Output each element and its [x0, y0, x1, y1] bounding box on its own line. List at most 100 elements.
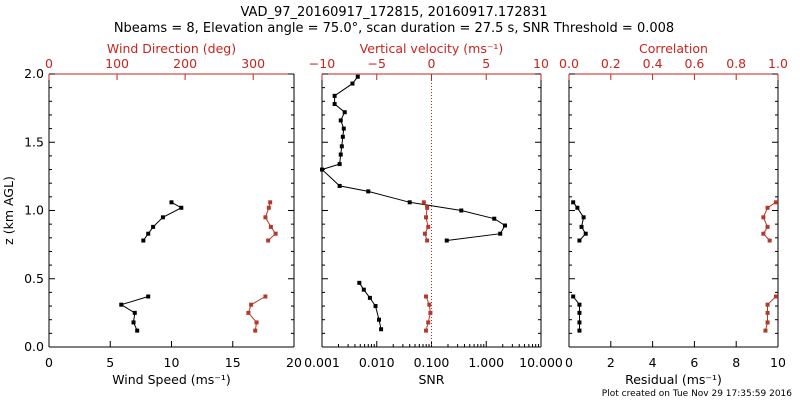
- panel-3: 0 2 4 6 8 10 Residual (ms⁻¹) 0.0 0.2 0.4 0.6 0.8 1.0…: [559, 41, 788, 387]
- wind-direction-point: [246, 310, 251, 315]
- wind-speed-point: [146, 294, 151, 299]
- snr-point: [332, 93, 337, 98]
- snr-point: [361, 287, 366, 292]
- wind-speed-point: [179, 205, 184, 210]
- snr-point: [379, 327, 384, 332]
- top-tick-label: 0.4: [643, 56, 663, 71]
- wind-direction-point: [249, 302, 254, 307]
- top-tick-label: 1.0: [768, 56, 788, 71]
- x-tick-label: 10.000: [519, 355, 563, 370]
- snr-point: [407, 200, 412, 205]
- wind-direction-point: [266, 205, 271, 210]
- snr-point: [444, 238, 449, 243]
- x-axis-label: Wind Speed (ms⁻¹): [112, 372, 231, 387]
- vertical-velocity-point: [424, 328, 429, 333]
- wind-speed-point: [146, 231, 151, 236]
- top-tick-label: −10: [309, 56, 335, 71]
- snr-point: [340, 134, 345, 139]
- residual-point: [571, 200, 576, 205]
- wind-speed-point: [119, 302, 124, 307]
- snr-point: [357, 280, 362, 285]
- wind-direction-point: [253, 328, 258, 333]
- snr-point: [338, 152, 343, 157]
- snr-line: [321, 76, 506, 241]
- x-axis-label: Residual (ms⁻¹): [625, 372, 722, 387]
- residual-point: [577, 238, 582, 243]
- figure-title-line2: Nbeams = 8, Elevation angle = 75.0°, sca…: [114, 21, 674, 36]
- vertical-velocity-point: [426, 320, 431, 325]
- snr-point: [350, 81, 355, 86]
- snr-point: [332, 102, 337, 107]
- residual-point: [575, 205, 580, 210]
- snr-point: [355, 74, 360, 79]
- x-tick-label: 5: [106, 355, 114, 370]
- wind-speed-point: [132, 310, 137, 315]
- wind-direction-point: [263, 215, 268, 220]
- top-axis-label: Correlation: [639, 41, 708, 56]
- top-tick-label: 5: [482, 56, 490, 71]
- correlation-point: [761, 215, 766, 220]
- top-axis-label: Wind Direction (deg): [107, 41, 236, 56]
- snr-point: [373, 304, 378, 309]
- correlation-point: [765, 310, 770, 315]
- top-tick-label: 0.0: [559, 56, 579, 71]
- x-tick-label: 0: [565, 355, 573, 370]
- snr-point: [366, 189, 371, 194]
- vertical-velocity-point: [426, 224, 431, 229]
- top-tick-label: 100: [105, 56, 129, 71]
- x-tick-label: 15: [225, 355, 241, 370]
- snr-point: [337, 183, 342, 188]
- vertical-velocity-point: [422, 231, 427, 236]
- plot-created-footer: Plot created on Tue Nov 29 17:35:59 2016: [602, 389, 792, 399]
- wind-speed-point: [160, 215, 165, 220]
- y-tick-label: 0.0: [24, 339, 44, 354]
- x-tick-label: 10: [164, 355, 180, 370]
- wind-direction-point: [273, 231, 278, 236]
- wind-direction-point: [268, 200, 273, 205]
- wind-direction-point: [268, 224, 273, 229]
- snr-point: [339, 144, 344, 149]
- y-tick-label: 1.0: [24, 203, 44, 218]
- panel-2: 0.001 0.010 0.100 1.000 10.000 SNR −10 −5 0 5 10 Ve…: [304, 41, 563, 387]
- top-tick-label: 10: [533, 56, 549, 71]
- x-tick-label: 4: [649, 355, 657, 370]
- snr-point: [341, 126, 346, 131]
- wind-direction-point: [266, 238, 271, 243]
- x-axis-label: SNR: [419, 372, 445, 387]
- top-tick-label: 0: [428, 56, 436, 71]
- vertical-velocity-point: [428, 310, 433, 315]
- correlation-point: [765, 320, 770, 325]
- y-tick-label: 0.5: [24, 271, 44, 286]
- vertical-velocity-point: [427, 302, 432, 307]
- x-tick-label: 1.000: [468, 355, 504, 370]
- wind-direction-point: [263, 294, 268, 299]
- x-tick-label: 10: [770, 355, 786, 370]
- top-axis-label: Vertical velocity (ms⁻¹): [360, 41, 504, 56]
- x-tick-label: 0.001: [304, 355, 340, 370]
- snr-point: [492, 216, 497, 221]
- snr-point: [320, 167, 324, 172]
- x-tick-label: 8: [732, 355, 740, 370]
- x-tick-label: 0.100: [414, 355, 450, 370]
- top-tick-label: −5: [368, 56, 386, 71]
- top-tick-label: 0: [45, 56, 53, 71]
- top-tick-label: 0.8: [726, 56, 746, 71]
- top-tick-label: 0.2: [601, 56, 621, 71]
- correlation-point: [767, 238, 772, 243]
- correlation-point: [765, 302, 770, 307]
- y-axis-label: z (km AGL): [1, 176, 16, 245]
- vertical-velocity-point: [425, 205, 430, 210]
- correlation-point: [761, 231, 766, 236]
- residual-point: [579, 224, 584, 229]
- correlation-point: [763, 328, 768, 333]
- x-tick-label: 20: [286, 355, 302, 370]
- snr-point: [459, 208, 464, 213]
- residual-point: [583, 231, 588, 236]
- wind-speed-point: [141, 238, 146, 243]
- snr-point: [367, 295, 372, 300]
- wind-direction-point: [254, 320, 259, 325]
- vertical-velocity-point: [424, 215, 429, 220]
- snr-point: [498, 231, 503, 236]
- wind-speed-point: [169, 200, 174, 205]
